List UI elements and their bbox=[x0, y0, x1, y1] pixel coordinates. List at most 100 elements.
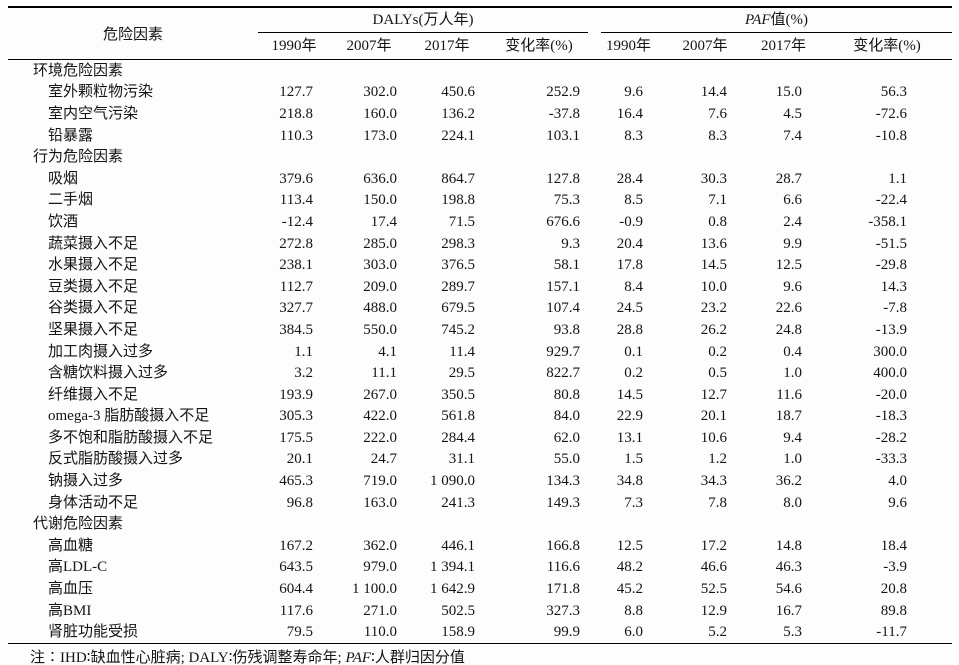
footnote-paf-italic: PAF bbox=[345, 650, 372, 665]
value-cell: 163.0 bbox=[363, 494, 397, 511]
value-cell: 8.5 bbox=[624, 192, 643, 209]
value-cell: 379.6 bbox=[279, 170, 313, 187]
value-cell: 52.5 bbox=[700, 581, 727, 598]
value-cell: 2.4 bbox=[783, 213, 802, 230]
value-cell: 167.2 bbox=[279, 537, 313, 554]
value-cell: -37.8 bbox=[548, 105, 580, 122]
factor-cell: 吸烟 bbox=[48, 170, 79, 187]
data-row: 铅暴露 110.3 173.0 224.1 103.1 8.3 8.3 7.4 -10.8 bbox=[8, 125, 952, 147]
value-cell: 4.0 bbox=[888, 473, 907, 490]
value-cell: 28.7 bbox=[775, 170, 802, 187]
factor-cell: 二手烟 bbox=[48, 192, 94, 209]
value-cell: 224.1 bbox=[441, 127, 475, 144]
value-cell: 272.8 bbox=[279, 235, 313, 252]
value-cell: 241.3 bbox=[441, 494, 475, 511]
value-cell: 0.4 bbox=[783, 343, 802, 360]
value-cell: 14.5 bbox=[700, 257, 727, 274]
value-cell: 11.1 bbox=[371, 365, 397, 382]
value-cell: 1.5 bbox=[624, 451, 643, 468]
column-header-paf-2017: 2017年 bbox=[745, 33, 822, 60]
value-cell: 45.2 bbox=[616, 581, 643, 598]
value-cell: -72.6 bbox=[875, 105, 907, 122]
data-row: 室内空气污染 218.8 160.0 136.2 -37.8 16.4 7.6 4.5 -72.… bbox=[8, 103, 952, 125]
value-cell: 24.7 bbox=[370, 451, 397, 468]
value-cell: 303.0 bbox=[363, 257, 397, 274]
value-cell: 150.0 bbox=[363, 192, 397, 209]
value-cell: 16.7 bbox=[775, 602, 802, 619]
value-cell: 9.6 bbox=[783, 278, 802, 295]
column-header-dalys-2007: 2007年 bbox=[330, 33, 408, 60]
column-header-dalys-1990: 1990年 bbox=[258, 33, 330, 60]
section-label: 环境危险因素 bbox=[33, 62, 124, 79]
value-cell: 1 090.0 bbox=[430, 473, 475, 490]
value-cell: 17.4 bbox=[370, 213, 397, 230]
value-cell: 450.6 bbox=[441, 84, 475, 101]
value-cell: 175.5 bbox=[279, 429, 313, 446]
section-row: 代谢危险因素 bbox=[8, 513, 952, 535]
column-group-dalys: DALYs(万人年) bbox=[258, 7, 592, 33]
value-cell: 864.7 bbox=[441, 170, 475, 187]
value-cell: 9.3 bbox=[561, 235, 580, 252]
value-cell: 31.1 bbox=[448, 451, 475, 468]
value-cell: 488.0 bbox=[363, 300, 397, 317]
value-cell: 24.5 bbox=[616, 300, 643, 317]
factor-cell: 高BMI bbox=[48, 602, 92, 619]
value-cell: 4.5 bbox=[783, 105, 802, 122]
section-label: 行为危险因素 bbox=[33, 149, 124, 166]
value-cell: 8.3 bbox=[708, 127, 727, 144]
data-row: 高LDL-C 643.5 979.0 1 394.1 116.6 48.2 46.6 46.3… bbox=[8, 557, 952, 579]
value-cell: 110.0 bbox=[330, 621, 408, 645]
value-cell: 4.1 bbox=[378, 343, 397, 360]
column-header-paf-change: 变化率(%) bbox=[822, 33, 952, 60]
value-cell: 14.5 bbox=[616, 386, 643, 403]
paf-group-text: 值(%) bbox=[770, 12, 809, 28]
value-cell: 116.6 bbox=[546, 559, 580, 576]
value-cell: 12.7 bbox=[700, 386, 727, 403]
value-cell: 822.7 bbox=[546, 365, 580, 382]
value-cell: 17.2 bbox=[700, 537, 727, 554]
data-row: 吸烟 379.6 636.0 864.7 127.8 28.4 30.3 28.7 1.1 bbox=[8, 168, 952, 190]
value-cell: 160.0 bbox=[363, 105, 397, 122]
value-cell: 327.3 bbox=[546, 602, 580, 619]
factor-cell: 高LDL-C bbox=[48, 559, 108, 576]
value-cell: 7.8 bbox=[708, 494, 727, 511]
value-cell: 34.8 bbox=[616, 473, 643, 490]
value-cell: 112.7 bbox=[279, 278, 313, 295]
value-cell: 18.7 bbox=[775, 408, 802, 425]
value-cell: 238.1 bbox=[279, 257, 313, 274]
value-cell: 679.5 bbox=[441, 300, 475, 317]
value-cell: 22.9 bbox=[616, 408, 643, 425]
risk-factor-table: 危险因素 DALYs(万人年) PAF值(%) 1990年 2007年 2017… bbox=[8, 6, 952, 645]
group-header-row: 危险因素 DALYs(万人年) PAF值(%) bbox=[8, 7, 952, 60]
value-cell: 110.3 bbox=[279, 127, 313, 144]
value-cell: 127.8 bbox=[546, 170, 580, 187]
value-cell: 198.8 bbox=[441, 192, 475, 209]
value-cell: 20.8 bbox=[880, 581, 907, 598]
value-cell: 84.0 bbox=[553, 408, 580, 425]
value-cell: 719.0 bbox=[363, 473, 397, 490]
value-cell: 1 394.1 bbox=[430, 559, 475, 576]
column-header-paf-2007: 2007年 bbox=[665, 33, 745, 60]
factor-cell: 蔬菜摄入不足 bbox=[48, 235, 139, 252]
value-cell: 89.8 bbox=[880, 602, 907, 619]
value-cell: 6.6 bbox=[783, 192, 802, 209]
factor-cell: 肾脏功能受损 bbox=[8, 621, 258, 645]
value-cell: 16.4 bbox=[616, 105, 643, 122]
data-row: 高血压 604.4 1 100.0 1 642.9 171.8 45.2 52.5 54.6 2… bbox=[8, 578, 952, 600]
value-cell: 0.8 bbox=[708, 213, 727, 230]
value-cell: 1.1 bbox=[888, 170, 907, 187]
value-cell: 7.6 bbox=[708, 105, 727, 122]
value-cell: 62.0 bbox=[553, 429, 580, 446]
value-cell: 0.2 bbox=[708, 343, 727, 360]
value-cell: 222.0 bbox=[363, 429, 397, 446]
value-cell: -7.8 bbox=[883, 300, 907, 317]
value-cell: 18.4 bbox=[880, 537, 907, 554]
value-cell: 465.3 bbox=[279, 473, 313, 490]
value-cell: 676.6 bbox=[546, 213, 580, 230]
factor-cell: 多不饱和脂肪酸摄入不足 bbox=[48, 429, 214, 446]
value-cell: 298.3 bbox=[441, 235, 475, 252]
value-cell: -51.5 bbox=[875, 235, 907, 252]
factor-cell: 坚果摄入不足 bbox=[48, 321, 139, 338]
value-cell: 14.3 bbox=[880, 278, 907, 295]
value-cell: 48.2 bbox=[616, 559, 643, 576]
